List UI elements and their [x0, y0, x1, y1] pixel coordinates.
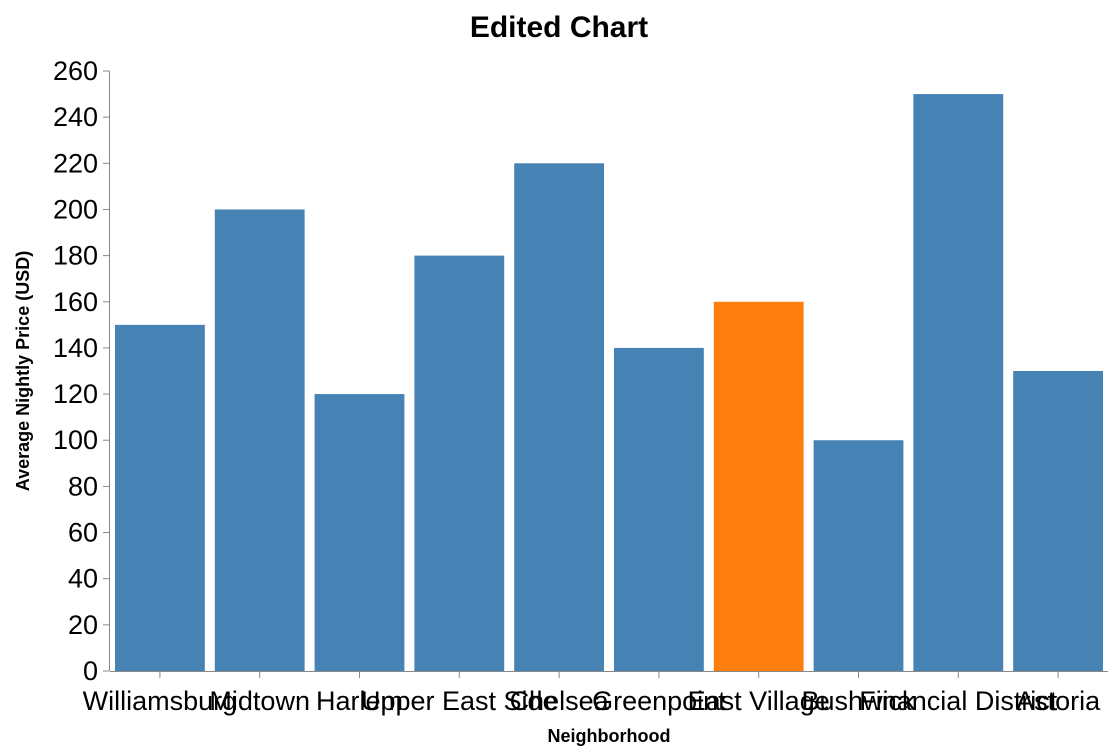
y-tick-label: 260 — [53, 56, 98, 86]
y-tick-label: 180 — [53, 241, 98, 271]
x-tick-label: Williamsburg — [83, 686, 238, 716]
bar — [214, 209, 305, 671]
chart-title: Edited Chart — [470, 11, 648, 44]
y-tick-label: 100 — [53, 425, 98, 455]
y-tick-label: 80 — [68, 471, 98, 501]
y-tick-label: 60 — [68, 518, 98, 548]
y-axis: 0 20 40 60 80 100 120 140 160 180 200 220 240 260 — [53, 56, 110, 686]
bar — [314, 394, 405, 671]
x-tick-label: Greenpoint — [592, 686, 726, 716]
x-tick-label: Harlem — [316, 686, 403, 716]
x-tick-label: East Village — [688, 686, 830, 716]
y-tick-label: 220 — [53, 148, 98, 178]
bar — [414, 255, 505, 671]
bars — [114, 94, 1104, 672]
x-tick-label: Astoria — [1016, 686, 1101, 716]
y-tick-label: 200 — [53, 194, 98, 224]
bar — [713, 301, 804, 671]
y-tick-label: 20 — [68, 610, 98, 640]
bar — [1013, 371, 1104, 671]
x-tick-label: Bushwick — [801, 686, 916, 716]
x-axis-title: Neighborhood — [548, 726, 671, 746]
bar — [114, 324, 205, 671]
x-tick-label: Upper East Side — [361, 686, 558, 716]
bar — [613, 347, 704, 671]
y-tick-label: 240 — [53, 102, 98, 132]
bar — [813, 440, 904, 671]
x-tick-label: Midtown — [209, 686, 310, 716]
x-tick-label: Financial District — [859, 686, 1058, 716]
y-axis-title: Average Nightly Price (USD) — [13, 251, 33, 491]
y-tick-label: 120 — [53, 379, 98, 409]
y-tick-label: 140 — [53, 333, 98, 363]
y-tick-label: 160 — [53, 287, 98, 317]
y-tick-label: 0 — [83, 656, 98, 686]
y-tick-label: 40 — [68, 564, 98, 594]
x-tick-label: Chelsea — [510, 686, 610, 716]
bar — [913, 94, 1004, 672]
bar — [514, 163, 605, 672]
